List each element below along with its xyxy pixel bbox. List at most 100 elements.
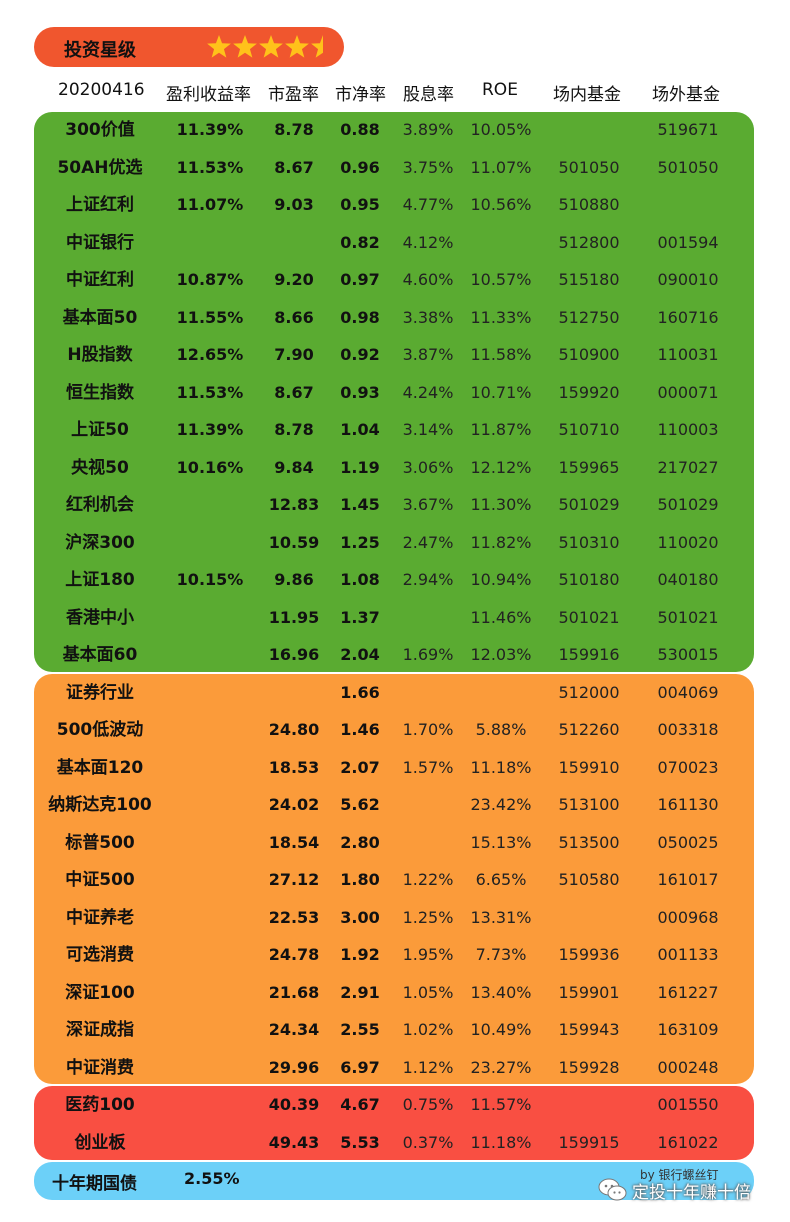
row-out-fund: 040180 [657, 570, 719, 589]
row-out-fund: 161022 [657, 1132, 719, 1152]
row-yield [168, 942, 252, 968]
row-div: 1.12% [402, 1057, 454, 1077]
table-row: 中证红利 10.87% 9.20 0.97 4.60% 10.57% 515180 09001… [0, 262, 790, 298]
row-div: 3.14% [402, 420, 454, 439]
row-pe: 24.80 [268, 720, 320, 739]
row-div: 3.89% [402, 120, 454, 139]
row-pe: 8.78 [274, 420, 314, 439]
table-row: 中证养老 22.53 3.00 1.25% 13.31% 000968 [0, 900, 790, 936]
table-row: 恒生指数 11.53% 8.67 0.93 4.24% 10.71% 159920 00007… [0, 375, 790, 411]
table-row: 基本面60 16.96 2.04 1.69% 12.03% 159916 530015 [0, 637, 790, 673]
row-pe: 12.83 [268, 495, 320, 514]
col-pe: 市盈率 [268, 85, 319, 105]
row-out-fund: 070023 [657, 757, 719, 777]
row-pe: 22.53 [268, 907, 320, 927]
row-name: 中证红利 [66, 270, 134, 290]
row-pe: 29.96 [268, 1057, 320, 1077]
row-name: 恒生指数 [66, 382, 134, 403]
table-row: H股指数 12.65% 7.90 0.92 3.87% 11.58% 510900 11003… [0, 337, 790, 373]
row-roe: 11.18% [470, 1132, 532, 1152]
row-pb: 1.25 [340, 532, 380, 552]
row-yield: 11.53% [176, 382, 244, 402]
row-name: 中证消费 [66, 1057, 134, 1078]
row-yield: 11.39% [176, 420, 244, 439]
row-out-fund: 110003 [657, 420, 719, 439]
row-out-fund: 519671 [657, 120, 719, 139]
row-out-fund: 004069 [657, 682, 719, 702]
row-name: 证券行业 [66, 682, 134, 703]
row-yield [168, 717, 252, 743]
half-star-icon [311, 35, 323, 58]
row-yield: 10.15% [176, 570, 244, 589]
row-in-fund [554, 905, 624, 931]
row-roe: 11.46% [470, 607, 532, 627]
row-div: 4.60% [402, 270, 454, 289]
row-roe: 6.65% [475, 870, 527, 889]
row-out-fund: 161227 [657, 982, 719, 1002]
table-row: 纳斯达克100 24.02 5.62 23.42% 513100 161130 [0, 787, 790, 823]
row-out-fund: 001550 [657, 1095, 719, 1114]
row-in-fund: 159920 [558, 382, 620, 402]
row-roe: 15.13% [470, 832, 532, 852]
table-row: 300价值 11.39% 8.78 0.88 3.89% 10.05% 519671 [0, 112, 790, 148]
col-yield: 盈利收益率 [166, 85, 251, 105]
row-yield [168, 1055, 252, 1081]
row-pe [262, 230, 326, 256]
row-yield [168, 230, 252, 256]
table-row: 500低波动 24.80 1.46 1.70% 5.88% 512260 003318 [0, 712, 790, 748]
row-pb: 5.53 [340, 1132, 380, 1152]
row-name: 上证180 [65, 570, 135, 590]
row-div: 0.75% [402, 1095, 454, 1114]
row-roe: 5.88% [475, 720, 527, 739]
row-pb: 0.93 [340, 382, 380, 402]
row-pb: 2.04 [340, 645, 380, 664]
row-roe: 11.18% [470, 757, 532, 777]
row-pe: 10.59 [268, 532, 320, 552]
row-name: 香港中小 [66, 607, 134, 628]
row-pe: 40.39 [268, 1095, 320, 1114]
row-in-fund: 159928 [558, 1057, 620, 1077]
row-pe: 18.53 [268, 757, 320, 777]
row-pe: 8.67 [274, 157, 314, 177]
row-out-fund: 161130 [657, 795, 719, 814]
row-pe: 24.78 [268, 945, 320, 964]
bond-yield: 2.55% [184, 1169, 240, 1188]
row-roe: 10.56% [470, 195, 532, 214]
row-pb: 1.04 [340, 420, 380, 439]
row-yield [168, 1092, 252, 1118]
table-row: 中证消费 29.96 6.97 1.12% 23.27% 159928 000248 [0, 1050, 790, 1086]
row-pb: 1.19 [340, 457, 380, 477]
row-in-fund: 510880 [558, 195, 620, 214]
row-yield [168, 755, 252, 781]
row-in-fund: 510180 [558, 570, 620, 589]
row-in-fund: 501050 [558, 157, 620, 177]
row-yield: 11.07% [176, 195, 244, 214]
row-pe: 24.34 [268, 1020, 320, 1039]
row-roe: 11.58% [470, 345, 532, 364]
table-row: 深证100 21.68 2.91 1.05% 13.40% 159901 161227 [0, 975, 790, 1011]
row-in-fund: 512750 [558, 307, 620, 327]
row-in-fund: 159901 [558, 982, 620, 1002]
row-name: 央视50 [71, 457, 129, 478]
star-icon [207, 35, 231, 58]
row-pb: 0.88 [340, 120, 380, 139]
row-div: 1.25% [402, 907, 454, 927]
col-roe: ROE [482, 80, 518, 100]
row-div [396, 680, 460, 706]
row-div: 1.05% [402, 982, 454, 1002]
row-pe: 9.20 [274, 270, 314, 289]
row-yield [168, 680, 252, 706]
row-out-fund: 000248 [657, 1057, 719, 1077]
row-in-fund: 159965 [558, 457, 620, 477]
col-div: 股息率 [403, 85, 454, 105]
row-in-fund: 510580 [558, 870, 620, 889]
row-roe [466, 230, 536, 256]
row-name: 深证100 [65, 982, 135, 1003]
row-pb: 3.00 [340, 907, 380, 927]
table-row: 央视50 10.16% 9.84 1.19 3.06% 12.12% 159965 21702… [0, 450, 790, 486]
row-yield [168, 605, 252, 631]
row-name: 中证养老 [66, 907, 134, 928]
row-roe: 11.82% [470, 532, 532, 552]
row-pb: 2.55 [340, 1020, 380, 1039]
row-pb: 1.66 [340, 682, 380, 702]
